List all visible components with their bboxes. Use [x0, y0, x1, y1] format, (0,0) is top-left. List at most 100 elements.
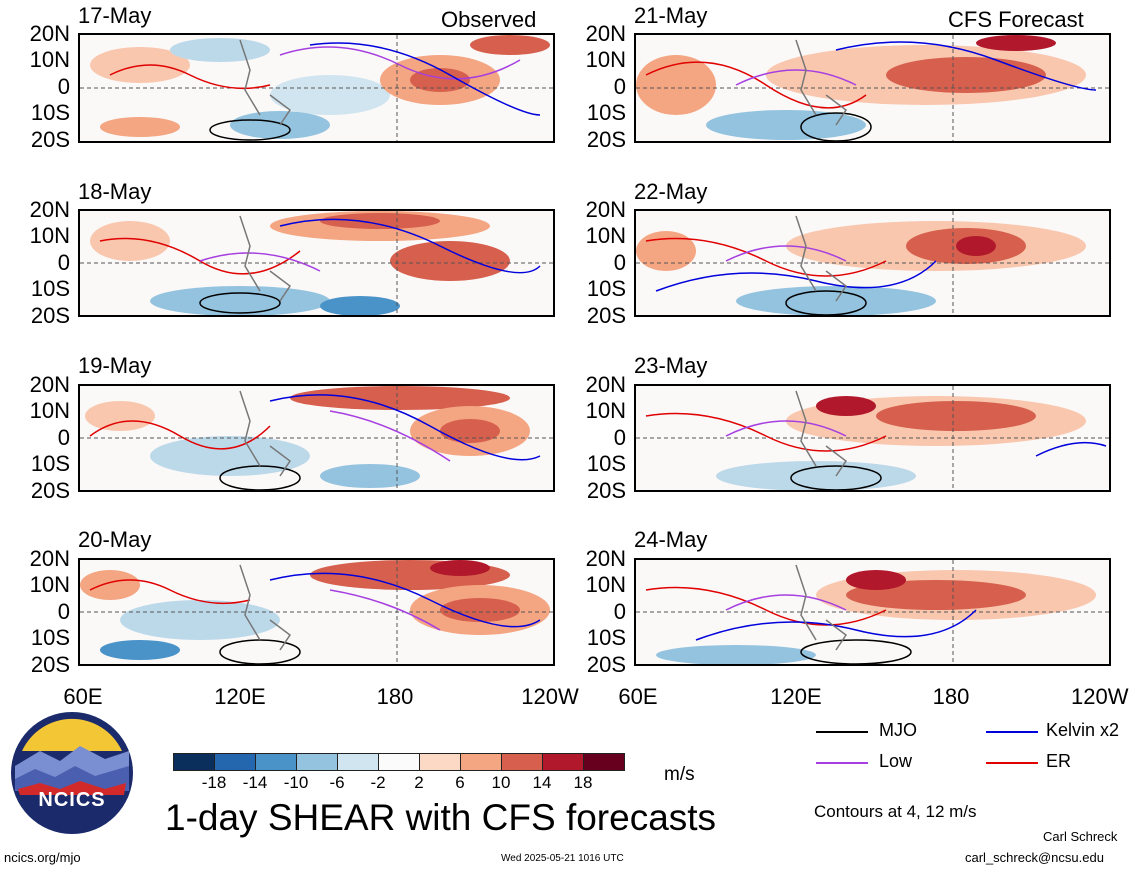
shear-map-panel — [634, 384, 1111, 492]
lat-label: 20N — [29, 546, 70, 571]
lon-label: 120E — [770, 684, 822, 709]
lat-label: 10N — [29, 398, 70, 423]
colorbar-swatch — [378, 753, 420, 771]
lat-label: 0 — [613, 250, 626, 275]
legend-line-mjo — [816, 731, 868, 733]
lat-label: 0 — [57, 425, 70, 450]
lat-label: 0 — [57, 74, 70, 99]
forecast-title: CFS Forecast — [948, 7, 1084, 32]
colorbar-tick-label: -10 — [283, 773, 309, 792]
shear-map-panel — [634, 33, 1111, 143]
lat-label: 10S — [586, 100, 626, 125]
lat-label: 0 — [57, 250, 70, 275]
figure-title: 1-day SHEAR with CFS forecasts — [165, 797, 717, 838]
lat-label: 0 — [57, 599, 70, 624]
lat-label: 20N — [585, 546, 626, 571]
lon-label: 60E — [63, 684, 103, 709]
lat-label: 20S — [30, 303, 70, 328]
colorbar-tick-label: -2 — [370, 773, 386, 792]
lat-label: 10S — [586, 276, 626, 301]
lat-label: 10S — [586, 625, 626, 650]
contours-note: Contours at 4, 12 m/s — [814, 802, 977, 821]
panel-date: 23-May — [634, 353, 708, 378]
lat-label: 10N — [29, 223, 70, 248]
colorbar-tick-label: 14 — [532, 773, 552, 792]
lat-label: 10N — [585, 47, 626, 72]
panel-date: 20-May — [78, 527, 152, 552]
lat-label: 10N — [585, 223, 626, 248]
lat-label: 20S — [586, 478, 626, 503]
panel-date: 24-May — [634, 527, 708, 552]
panel-date: 19-May — [78, 353, 152, 378]
lat-label: 20N — [29, 21, 70, 46]
lat-label: 20S — [30, 127, 70, 152]
legend-line-kelvin — [986, 731, 1038, 733]
logo-text: NCICS — [38, 789, 106, 811]
lat-label: 20S — [30, 652, 70, 677]
lat-label: 20S — [586, 303, 626, 328]
colorbar-tick-label: 10 — [491, 773, 511, 792]
lon-label: 180 — [932, 684, 970, 709]
lat-label: 10N — [585, 572, 626, 597]
colorbar-swatch — [419, 753, 461, 771]
lat-label: 10S — [30, 100, 70, 125]
shear-map-panel — [634, 209, 1111, 317]
colorbar-swatch — [255, 753, 297, 771]
lat-label: 20N — [585, 197, 626, 222]
lat-label: 0 — [613, 599, 626, 624]
legend-line-er — [986, 762, 1038, 764]
colorbar-swatch — [542, 753, 584, 771]
lat-label: 20S — [30, 478, 70, 503]
lat-label: 0 — [613, 425, 626, 450]
colorbar-swatch — [173, 753, 215, 771]
legend-line-low — [816, 762, 868, 764]
shear-map-panel — [78, 558, 555, 666]
footer-author: Carl Schreck — [1043, 829, 1118, 844]
lon-label: 180 — [376, 684, 414, 709]
lat-label: 10S — [30, 451, 70, 476]
lat-label: 10S — [586, 451, 626, 476]
colorbar-tick-label: -14 — [242, 773, 268, 792]
colorbar-tick-label: 6 — [455, 773, 465, 792]
lat-label: 10S — [30, 276, 70, 301]
colorbar-tick-label: 2 — [414, 773, 424, 792]
colorbar-tick-label: 18 — [573, 773, 593, 792]
colorbar-swatch — [460, 753, 502, 771]
panel-date: 22-May — [634, 179, 708, 204]
colorbar: -18 -14 -10 -6 -2 2 6 10 14 18 — [173, 753, 628, 793]
colorbar-swatch — [214, 753, 256, 771]
shear-map-panel — [78, 209, 555, 317]
lat-label: 10S — [30, 625, 70, 650]
shear-map-panel — [78, 33, 555, 143]
lat-label: 20N — [29, 372, 70, 397]
panel-date: 18-May — [78, 179, 152, 204]
shear-map-panel — [634, 558, 1111, 666]
colorbar-swatch — [501, 753, 543, 771]
legend-label-mjo: MJO — [879, 720, 917, 740]
footer-email[interactable]: carl_schreck@ncsu.edu — [965, 850, 1104, 865]
shear-map-panel — [78, 384, 555, 492]
footer-url[interactable]: ncics.org/mjo — [4, 850, 81, 865]
colorbar-units: m/s — [664, 764, 695, 785]
lat-label: 20N — [585, 372, 626, 397]
lat-label: 0 — [613, 74, 626, 99]
lat-label: 20S — [586, 127, 626, 152]
lon-label: 120E — [214, 684, 266, 709]
panel-date: 21-May — [634, 3, 708, 28]
colorbar-tick-label: -18 — [201, 773, 227, 792]
lon-label: 120W — [521, 684, 579, 709]
lat-label: 10N — [585, 398, 626, 423]
colorbar-swatch — [337, 753, 379, 771]
observed-title: Observed — [441, 7, 537, 32]
legend-label-kelvin: Kelvin x2 — [1046, 720, 1120, 740]
lat-label: 10N — [29, 47, 70, 72]
lon-label: 120W — [1071, 684, 1129, 709]
lat-label: 20N — [585, 21, 626, 46]
colorbar-swatch — [296, 753, 338, 771]
lat-label: 10N — [29, 572, 70, 597]
footer-timestamp: Wed 2025-05-21 1016 UTC — [501, 853, 624, 864]
panel-date: 17-May — [78, 3, 152, 28]
lat-label: 20S — [586, 652, 626, 677]
legend-label-er: ER — [1046, 751, 1072, 771]
ncics-logo: NCICS — [10, 711, 134, 835]
